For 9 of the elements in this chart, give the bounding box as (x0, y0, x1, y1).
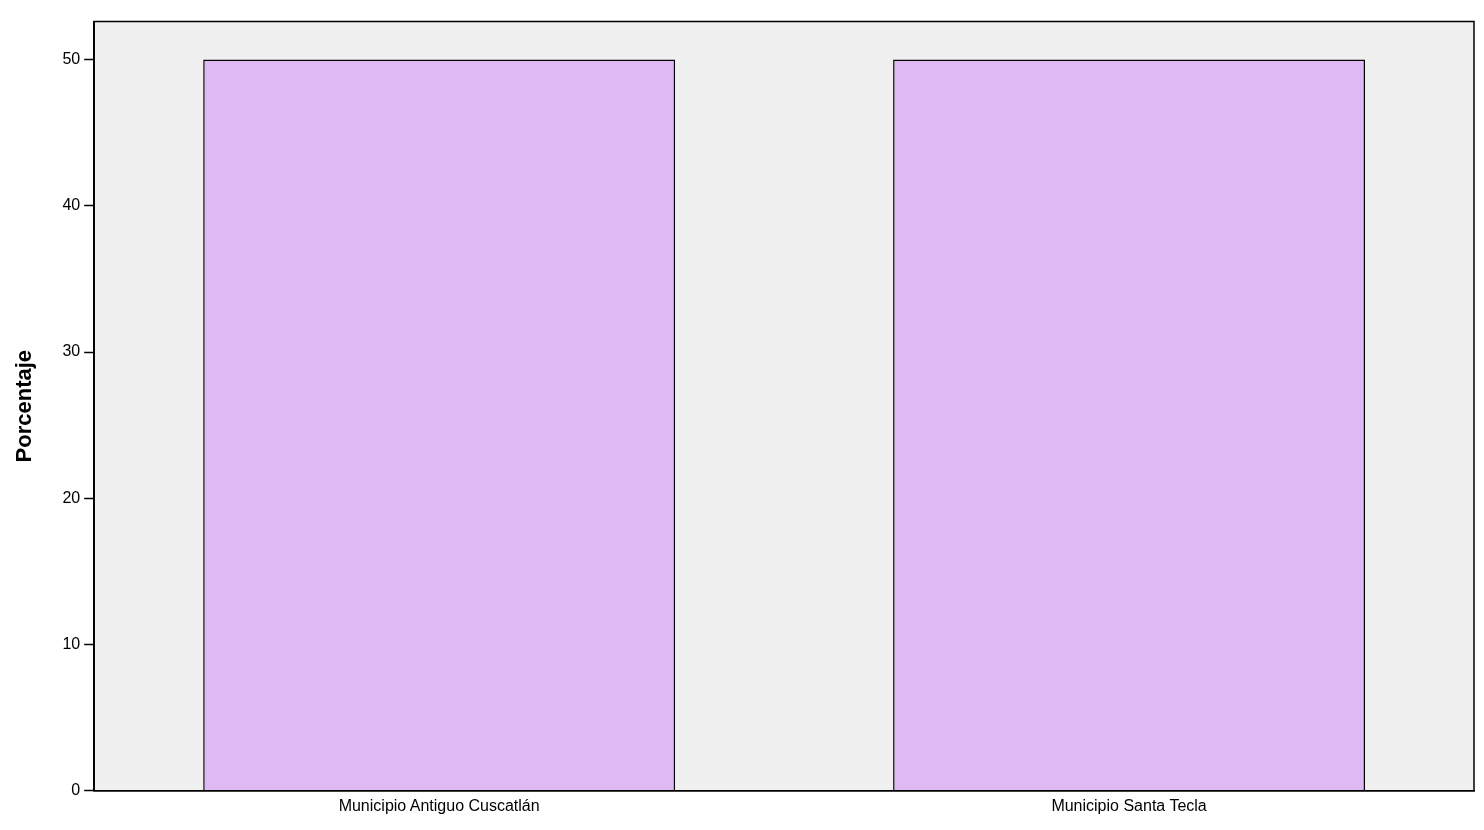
y-tick-label: 20 (62, 488, 81, 506)
y-tick-label: 50 (62, 50, 81, 68)
x-tick-label: Municipio Antiguo Cuscatlán (338, 796, 540, 814)
y-axis-title: Porcentaje (11, 349, 37, 463)
y-tick-label: 40 (62, 196, 81, 214)
y-tick-label: 10 (62, 634, 81, 652)
x-tick-label: Municipio Santa Tecla (1051, 796, 1207, 814)
y-tick-label: 0 (71, 781, 81, 799)
y-tick-label: 30 (62, 342, 81, 360)
